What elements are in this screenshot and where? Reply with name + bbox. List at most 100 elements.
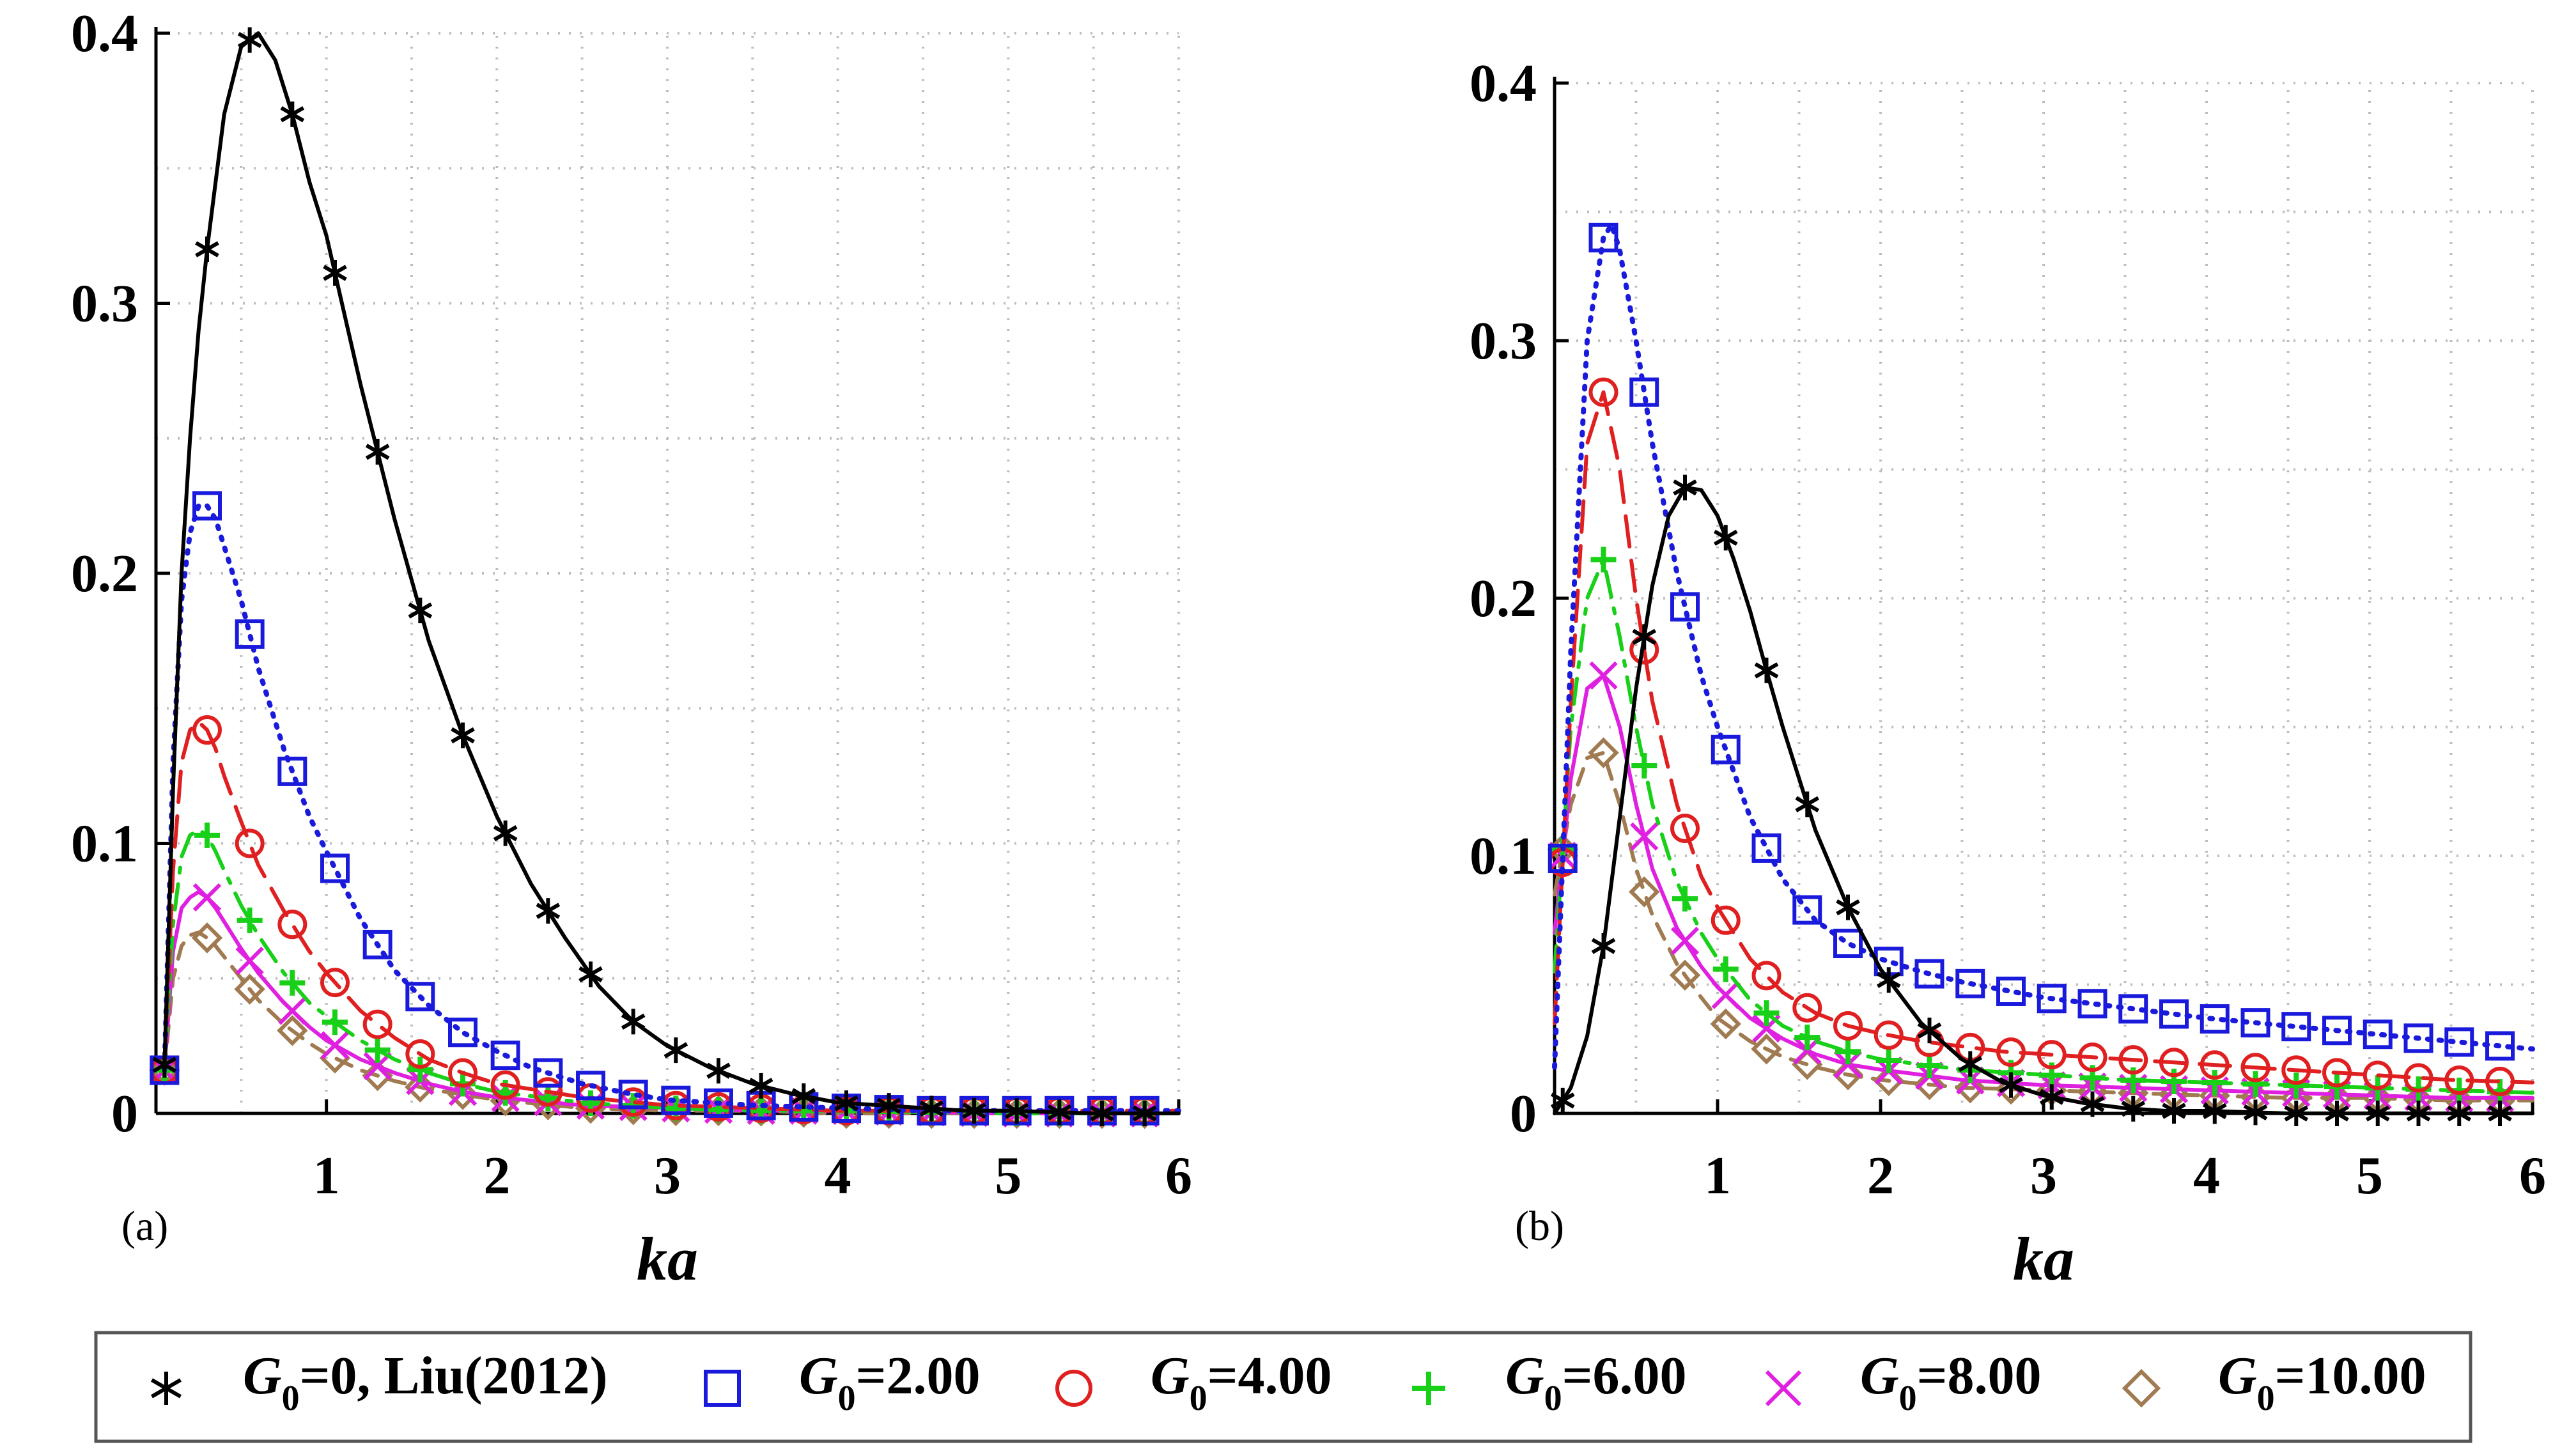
data-point — [405, 982, 435, 1012]
data-point — [2240, 1008, 2270, 1038]
data-point — [834, 1090, 858, 1116]
data-point — [237, 907, 263, 933]
data-point — [451, 722, 475, 748]
data-point — [1958, 1051, 1983, 1077]
data-point — [1588, 222, 1618, 252]
data-point — [2159, 999, 2189, 1029]
data-point — [621, 1009, 646, 1035]
data-point — [2284, 1101, 2309, 1126]
data-point — [407, 1057, 433, 1083]
y-tick-label: 0.2 — [1470, 569, 1537, 628]
data-point — [490, 1070, 520, 1100]
data-point — [576, 1071, 605, 1101]
data-point — [322, 1009, 348, 1035]
data-point — [1588, 377, 1618, 407]
data-point — [192, 883, 222, 912]
data-point — [1669, 959, 1701, 991]
data-point — [1996, 1037, 2026, 1067]
data-point — [2322, 1058, 2352, 1088]
data-point — [1996, 976, 2026, 1006]
data-point — [152, 1051, 177, 1078]
data-point — [365, 438, 390, 465]
series-line — [1553, 557, 2534, 1095]
data-point — [2365, 1101, 2390, 1126]
data-point — [234, 973, 265, 1005]
data-point — [1550, 1087, 1575, 1113]
data-point — [1753, 1000, 1780, 1026]
x-tick-label: 1 — [1704, 1146, 1731, 1205]
series-line — [1552, 222, 2535, 1070]
data-point — [2200, 1050, 2230, 1080]
series-line — [1553, 390, 2534, 1085]
data-point — [237, 27, 262, 53]
data-point — [2363, 1060, 2393, 1090]
series-line — [162, 890, 1181, 1115]
data-point — [1833, 929, 1863, 959]
data-point — [1713, 525, 1738, 551]
series-line — [162, 503, 1181, 1113]
data-point — [1792, 895, 1822, 925]
data-point — [1917, 1018, 1942, 1044]
data-point — [1670, 926, 1700, 956]
series-G0=10.00 — [1547, 737, 2534, 1117]
data-point — [1711, 980, 1740, 1009]
data-point — [320, 1031, 350, 1060]
data-point — [1629, 876, 1660, 908]
y-tick-label: 0.2 — [71, 544, 138, 603]
data-point — [2037, 984, 2067, 1014]
data-point — [2485, 1031, 2515, 1061]
legend-label: G0=4.00 — [1151, 1346, 1332, 1418]
data-point — [362, 1009, 392, 1039]
data-point — [2162, 1097, 2186, 1124]
data-point — [1712, 956, 1739, 982]
series-line — [1553, 673, 2534, 1100]
data-point — [191, 922, 223, 954]
data-point — [1835, 1039, 1861, 1065]
data-point — [536, 898, 561, 924]
data-point — [1873, 1065, 1904, 1097]
data-point — [2403, 1023, 2433, 1053]
series-G0=0, Liu(2012) — [152, 27, 1181, 1126]
y-tick-label: 0.1 — [71, 814, 138, 874]
data-point — [235, 619, 265, 649]
data-point — [1914, 959, 1944, 989]
legend-label: G0=2.00 — [799, 1346, 981, 1418]
data-point — [661, 1085, 691, 1115]
panel-label: (a) — [121, 1203, 168, 1250]
data-point — [1047, 1099, 1072, 1126]
data-point — [1751, 961, 1781, 991]
data-point — [277, 1015, 308, 1046]
data-point — [192, 491, 222, 521]
data-point — [320, 968, 350, 998]
data-point — [1876, 967, 1901, 993]
data-point — [1751, 833, 1781, 863]
data-point — [919, 1096, 944, 1122]
data-point — [1132, 1101, 1157, 1126]
data-point — [1672, 886, 1698, 912]
data-point — [2485, 1067, 2515, 1097]
panel-label: (b) — [1515, 1203, 1564, 1250]
legend-marker — [1765, 1370, 1802, 1407]
data-point — [962, 1097, 986, 1124]
data-point — [2444, 1027, 2474, 1057]
data-point — [791, 1083, 816, 1109]
legend-marker — [2122, 1368, 2161, 1408]
data-point — [490, 1041, 520, 1071]
data-point — [2242, 1071, 2269, 1097]
data-point — [1914, 1069, 1945, 1101]
data-point — [1630, 822, 1659, 851]
data-point — [533, 1077, 563, 1107]
data-point — [1591, 933, 1616, 959]
series-line — [1553, 485, 2534, 1115]
data-point — [1874, 1020, 1904, 1050]
y-tick-label: 0.3 — [1470, 311, 1537, 371]
data-point — [533, 1058, 563, 1088]
data-point — [618, 1080, 648, 1110]
data-point — [1751, 1034, 1782, 1065]
legend-label: G0=8.00 — [1860, 1346, 2042, 1418]
series-G0=6.00 — [151, 822, 1181, 1126]
data-point — [2283, 1073, 2309, 1099]
data-point — [1833, 1050, 1863, 1079]
data-point — [749, 1073, 773, 1099]
data-point — [2202, 1098, 2227, 1124]
